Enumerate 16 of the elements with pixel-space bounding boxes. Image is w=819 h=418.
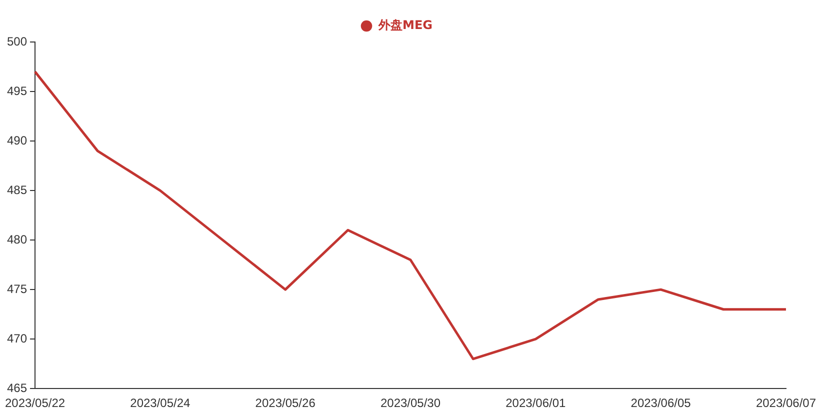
x-tick-label: 2023/06/05: [630, 396, 692, 410]
x-tick-label: 2023/05/22: [4, 396, 66, 410]
y-tick-label: 475: [6, 282, 28, 296]
y-tick-label: 495: [6, 84, 28, 98]
y-tick-label: 490: [6, 133, 28, 148]
x-tick-label: 2023/05/24: [130, 396, 191, 410]
x-tick-label: 2023/06/07: [756, 396, 816, 410]
x-tick-label: 2023/06/01: [506, 396, 566, 410]
legend-label: 外盘MEG: [378, 18, 433, 32]
y-tick-label: 465: [6, 380, 28, 395]
x-tick-label: 2023/05/30: [380, 396, 441, 410]
x-tick-label: 2023/05/26: [255, 396, 316, 410]
y-tick-label: 500: [6, 34, 28, 48]
y-tick-label: 480: [6, 232, 28, 246]
y-tick-label: 470: [6, 331, 28, 346]
y-tick-label: 485: [6, 182, 28, 197]
